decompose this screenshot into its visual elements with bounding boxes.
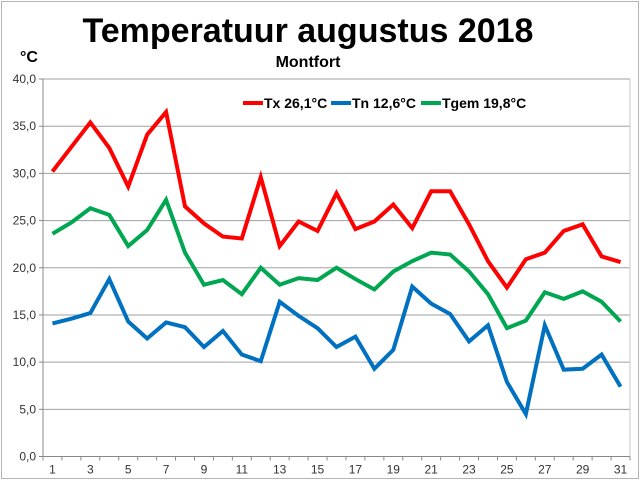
x-tick-label: 9	[201, 463, 208, 477]
y-tick-label: 35,0	[13, 119, 37, 133]
x-tick-label: 5	[125, 463, 132, 477]
x-tick-label: 19	[387, 463, 401, 477]
x-tick-label: 25	[500, 463, 514, 477]
series-line-tgem	[51, 195, 622, 331]
x-tick-label: 21	[424, 463, 438, 477]
chart-title: Temperatuur augustus 2018	[83, 12, 534, 50]
x-tick-label: 11	[236, 463, 249, 477]
series-line-tn	[51, 274, 623, 420]
series-line-tx	[50, 107, 622, 292]
x-tick-label: 15	[311, 463, 325, 477]
x-tick-label: 3	[87, 463, 94, 477]
x-tick-label: 7	[163, 463, 170, 477]
y-tick-label: 15,0	[13, 308, 37, 322]
y-tick-label: 10,0	[13, 355, 37, 369]
x-tick-label: 29	[576, 463, 590, 477]
y-tick-label: 25,0	[13, 214, 37, 228]
x-tick-label: 1	[49, 463, 56, 477]
x-tick-label: 17	[349, 463, 363, 477]
legend-entry: Tn 12,6°C	[352, 95, 416, 111]
x-tick-label: 27	[538, 463, 552, 477]
chart-subtitle: Montfort	[276, 54, 342, 71]
y-tick-label: 0,0	[19, 450, 36, 464]
y-tick-label: 30,0	[13, 166, 37, 180]
legend-entry: Tx 26,1°C	[264, 95, 327, 111]
legend-entry: Tgem 19,8°C	[442, 95, 526, 111]
y-tick-label: 40,0	[13, 72, 37, 86]
x-tick-label: 13	[273, 463, 287, 477]
y-axis-label: °C	[20, 49, 38, 66]
y-tick-label: 5,0	[19, 402, 36, 416]
x-tick-label: 31	[614, 463, 628, 477]
x-tick-label: 23	[462, 463, 476, 477]
y-tick-label: 20,0	[13, 261, 37, 275]
